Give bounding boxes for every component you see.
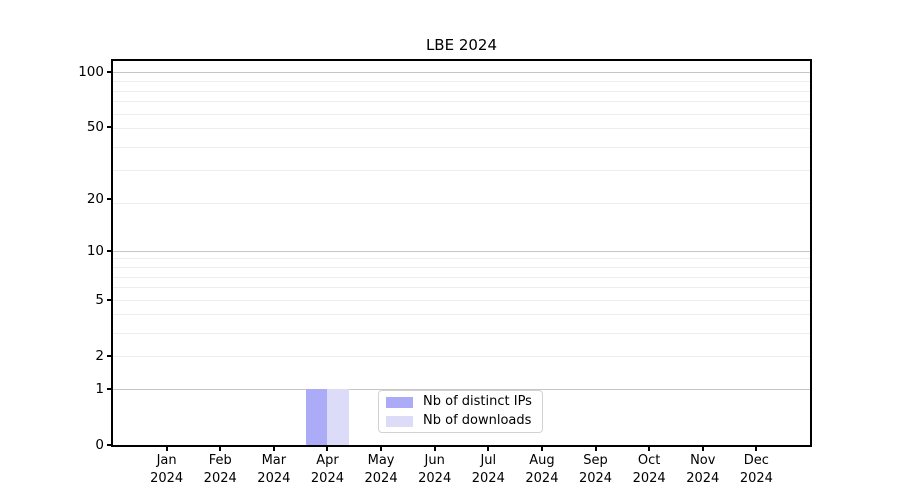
gridline-minor bbox=[113, 81, 810, 82]
x-tick-label: Feb 2024 bbox=[203, 453, 237, 486]
y-tick-label: 20 bbox=[86, 191, 104, 208]
plot-area: Nb of distinct IPs Nb of downloads 0 1 2 5 1… bbox=[78, 59, 812, 486]
gridline-minor bbox=[113, 202, 810, 204]
x-tick-label: Dec 2024 bbox=[739, 453, 773, 486]
x-tick-mark bbox=[326, 447, 329, 451]
x-tick-mark bbox=[594, 447, 597, 451]
legend-label-downloads: Nb of downloads bbox=[423, 413, 532, 428]
gridline-minor bbox=[113, 169, 810, 171]
legend-swatch-distinct-ips bbox=[386, 396, 413, 408]
x-tick-label: Aug 2024 bbox=[525, 453, 559, 486]
x-tick-label: May 2024 bbox=[364, 453, 398, 486]
gridline-major bbox=[113, 71, 810, 73]
x-tick-mark bbox=[540, 447, 543, 451]
x-tick-mark bbox=[165, 447, 168, 451]
gridline-major bbox=[113, 250, 810, 252]
x-tick-label: Jun 2024 bbox=[418, 453, 452, 486]
legend-label-distinct-ips: Nb of distinct IPs bbox=[423, 394, 532, 409]
gridline-minor bbox=[113, 299, 810, 301]
y-tick-mark bbox=[107, 355, 111, 358]
gridline-minor bbox=[113, 287, 810, 289]
y-tick-label: 2 bbox=[95, 348, 104, 365]
bar-downloads bbox=[327, 389, 349, 445]
y-tick-label: 10 bbox=[86, 243, 104, 260]
x-tick-label: Nov 2024 bbox=[686, 453, 720, 486]
y-tick-label: 1 bbox=[95, 381, 104, 397]
y-tick-label: 100 bbox=[78, 64, 104, 81]
x-tick-mark bbox=[433, 447, 436, 451]
y-tick-mark bbox=[107, 126, 111, 129]
x-tick-mark bbox=[380, 447, 383, 451]
gridline-minor bbox=[113, 113, 810, 115]
y-tick-mark bbox=[107, 250, 111, 253]
gridline-minor bbox=[113, 128, 810, 130]
x-tick-label: Sep 2024 bbox=[578, 453, 613, 486]
y-tick-label: 0 bbox=[95, 437, 104, 453]
y-tick-label: 50 bbox=[86, 119, 104, 136]
x-tick-label: Apr 2024 bbox=[310, 453, 344, 486]
y-tick-label: 5 bbox=[95, 292, 104, 309]
legend-swatch-downloads bbox=[386, 415, 413, 427]
gridline-minor bbox=[113, 90, 810, 92]
x-tick-label: Mar 2024 bbox=[257, 453, 291, 486]
gridline-minor bbox=[113, 276, 810, 278]
x-tick-mark bbox=[487, 447, 490, 451]
gridline-major bbox=[113, 388, 810, 390]
gridline-minor bbox=[113, 314, 810, 316]
bar-distinct-ips bbox=[306, 389, 328, 445]
y-tick-mark bbox=[107, 299, 111, 302]
x-tick-mark bbox=[755, 447, 758, 451]
legend-item-downloads: Nb of downloads bbox=[386, 413, 535, 429]
legend-item-distinct-ips: Nb of distinct IPs bbox=[386, 394, 535, 410]
y-tick-mark bbox=[107, 388, 111, 390]
x-tick-mark bbox=[648, 447, 651, 451]
chart-title: LBE 2024 bbox=[425, 36, 498, 54]
gridline-minor bbox=[113, 146, 810, 148]
gridline-minor bbox=[113, 355, 810, 357]
x-tick-label: Jul 2024 bbox=[471, 453, 505, 486]
x-tick-mark bbox=[701, 447, 704, 451]
y-tick-mark bbox=[107, 444, 111, 446]
gridline-minor bbox=[113, 258, 810, 260]
gridline-minor bbox=[113, 267, 810, 268]
y-tick-mark bbox=[107, 71, 111, 74]
gridline-minor bbox=[113, 332, 810, 334]
legend: Nb of distinct IPs Nb of downloads bbox=[378, 390, 543, 433]
x-tick-label: Oct 2024 bbox=[632, 453, 666, 486]
x-tick-mark bbox=[272, 447, 275, 451]
x-tick-label: Jan 2024 bbox=[150, 453, 184, 486]
y-tick-mark bbox=[107, 198, 111, 201]
x-tick-mark bbox=[219, 447, 222, 451]
gridline-minor bbox=[113, 101, 810, 103]
